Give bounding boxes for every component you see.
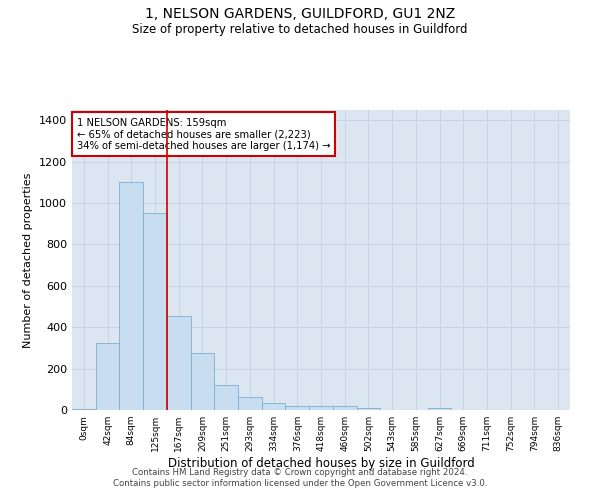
- Bar: [428, 408, 451, 410]
- Y-axis label: Number of detached properties: Number of detached properties: [23, 172, 34, 348]
- Bar: [262, 403, 286, 410]
- Bar: [309, 406, 333, 410]
- Bar: [191, 353, 214, 410]
- Text: Contains HM Land Registry data © Crown copyright and database right 2024.
Contai: Contains HM Land Registry data © Crown c…: [113, 468, 487, 487]
- Bar: [238, 396, 262, 410]
- Bar: [119, 182, 143, 410]
- Bar: [214, 385, 238, 410]
- Bar: [286, 406, 309, 410]
- Text: Distribution of detached houses by size in Guildford: Distribution of detached houses by size …: [167, 458, 475, 470]
- Bar: [356, 408, 380, 410]
- Bar: [72, 409, 96, 410]
- Bar: [96, 343, 119, 410]
- Text: 1, NELSON GARDENS, GUILDFORD, GU1 2NZ: 1, NELSON GARDENS, GUILDFORD, GU1 2NZ: [145, 8, 455, 22]
- Bar: [143, 214, 167, 410]
- Bar: [333, 406, 356, 410]
- Text: 1 NELSON GARDENS: 159sqm
← 65% of detached houses are smaller (2,223)
34% of sem: 1 NELSON GARDENS: 159sqm ← 65% of detach…: [77, 118, 331, 150]
- Bar: [167, 316, 191, 410]
- Text: Size of property relative to detached houses in Guildford: Size of property relative to detached ho…: [132, 22, 468, 36]
